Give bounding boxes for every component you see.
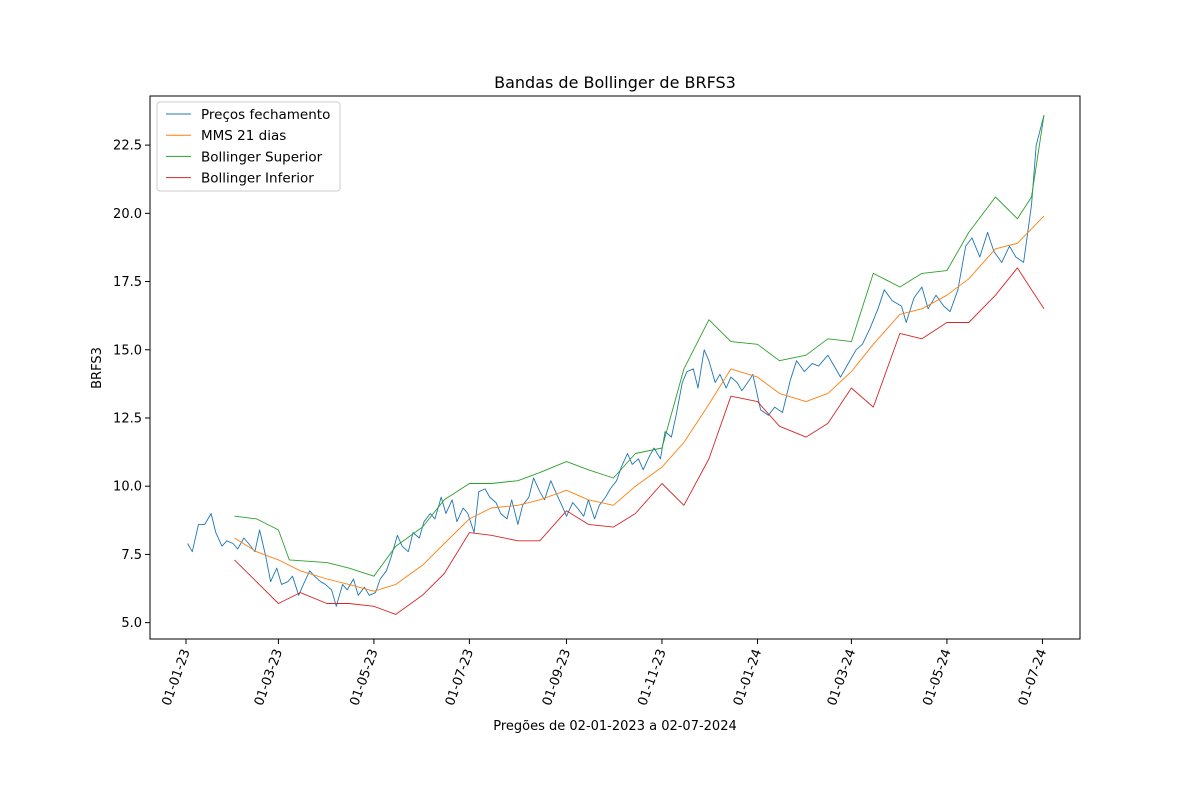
legend: Preços fechamento MMS 21 dias Bollinger Su… (156, 101, 341, 192)
y-tick-label: 20.0 (113, 207, 142, 222)
chart-title: Bandas de Bollinger de BRFS3 (494, 73, 736, 92)
y-axis-ticks: 5.0 7.5 10.0 12.5 15.0 17.5 20.0 22.5 (113, 139, 150, 631)
plot-frame (149, 95, 1081, 640)
y-tick-label: 15.0 (113, 343, 142, 358)
legend-label: Preços fechamento (201, 107, 330, 123)
y-tick-label: 22.5 (113, 139, 142, 154)
legend-label: MMS 21 dias (201, 128, 286, 144)
legend-label: Bollinger Inferior (201, 171, 314, 187)
y-tick-label: 5.0 (121, 616, 142, 631)
x-axis-title: Pregões de 02-01-2023 a 02-07-2024 (493, 719, 737, 734)
legend-label: Bollinger Superior (201, 149, 323, 165)
y-tick-label: 7.5 (121, 548, 142, 563)
y-tick-label: 12.5 (113, 411, 142, 426)
series-line-0 (187, 114, 1045, 607)
y-tick-label: 10.0 (113, 480, 142, 495)
plot-series (187, 114, 1045, 615)
series-line-1 (234, 215, 1045, 592)
y-axis-title: BRFS3 (90, 347, 105, 389)
y-tick-label: 17.5 (113, 275, 142, 290)
legend-box (156, 101, 341, 192)
series-line-2 (234, 115, 1045, 577)
series-line-3 (234, 267, 1045, 615)
